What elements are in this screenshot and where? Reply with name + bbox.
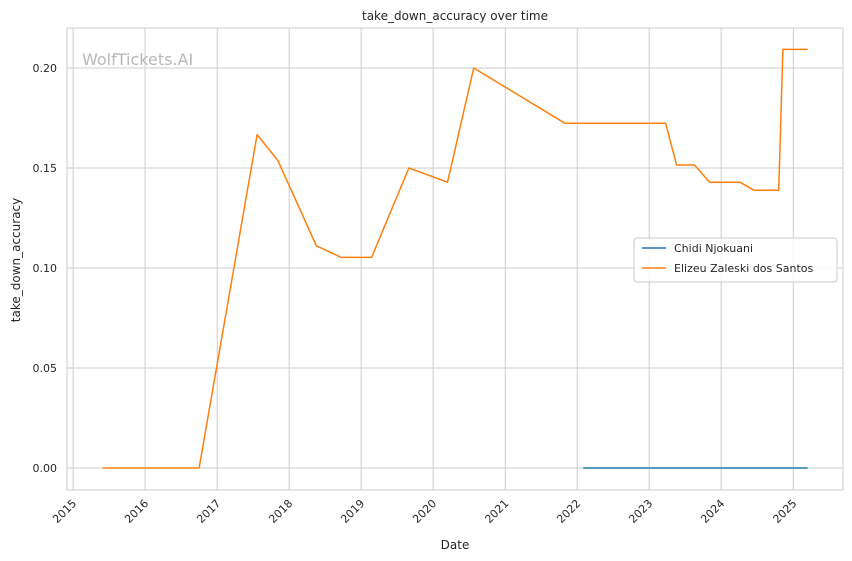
legend-entry-label: Elizeu Zaleski dos Santos <box>674 262 814 275</box>
x-tick-label: 2017 <box>194 497 223 526</box>
x-tick-label: 2018 <box>266 497 295 526</box>
watermark: WolfTickets.AI <box>82 50 193 69</box>
chart-title: take_down_accuracy over time <box>362 9 548 23</box>
y-tick-label: 0.15 <box>33 162 58 175</box>
series-lines <box>102 48 808 469</box>
x-tick-label: 2015 <box>50 497 79 526</box>
y-tick-label: 0.05 <box>33 362 58 375</box>
y-tick-label: 0.00 <box>33 462 58 475</box>
y-tick-label: 0.20 <box>33 62 58 75</box>
x-tick-label: 2019 <box>338 497 367 526</box>
x-axis-ticks: 2015 2016 2017 2018 2019 2020 2021 2022 2023 2024… <box>50 497 799 526</box>
y-axis-ticks: 0.00 0.05 0.10 0.15 0.20 <box>33 62 58 475</box>
x-axis-label: Date <box>441 538 470 552</box>
plot-area-frame <box>66 27 844 491</box>
y-tick-label: 0.10 <box>33 262 58 275</box>
x-tick-label: 2016 <box>122 497 151 526</box>
x-tick-label: 2023 <box>626 497 655 526</box>
y-axis-label: take_down_accuracy <box>9 198 23 322</box>
x-tick-label: 2021 <box>482 497 511 526</box>
series-line-1 <box>102 48 808 469</box>
legend: Chidi Njokuani Elizeu Zaleski dos Santos <box>633 237 838 283</box>
legend-box <box>633 237 838 283</box>
x-tick-label: 2022 <box>554 497 583 526</box>
x-tick-label: 2020 <box>410 497 439 526</box>
x-tick-label: 2025 <box>770 497 799 526</box>
legend-entry-label: Chidi Njokuani <box>674 242 753 255</box>
x-tick-label: 2024 <box>698 497 727 526</box>
